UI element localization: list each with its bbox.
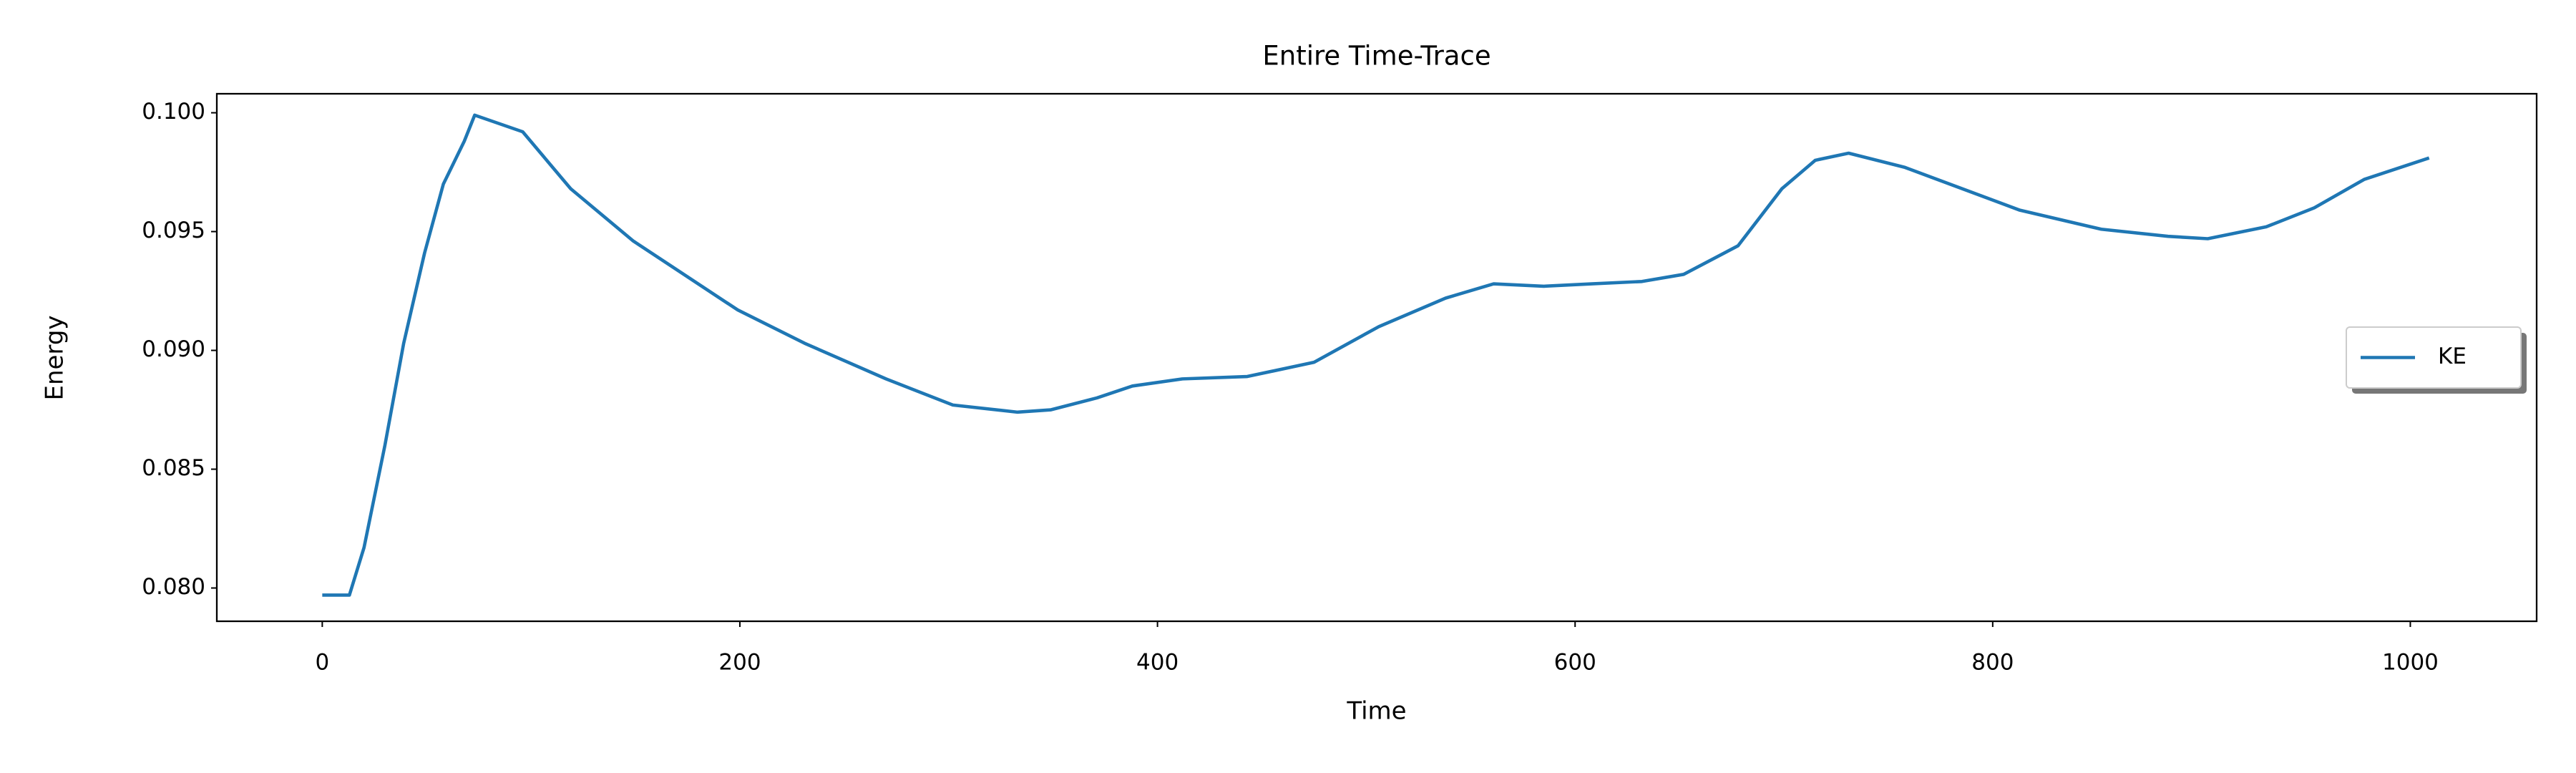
legend-box	[2346, 326, 2522, 389]
axes-frame	[215, 92, 2538, 623]
y-tick-label: 0.085	[142, 455, 205, 481]
x-tick-label: 400	[1136, 650, 1179, 676]
y-axis-label: Energy	[41, 315, 69, 400]
x-tick-label: 1000	[2382, 650, 2439, 676]
x-tick-label: 800	[1971, 650, 2014, 676]
y-tick-label: 0.090	[142, 336, 205, 362]
data-line	[322, 113, 2430, 597]
y-tick-label: 0.080	[142, 574, 205, 600]
x-tick-label: 200	[718, 650, 761, 676]
legend-label: KE	[2438, 344, 2467, 369]
x-axis-label: Time	[1346, 697, 1406, 726]
y-tick-label: 0.095	[142, 218, 205, 243]
x-tick-label: 0	[315, 650, 329, 676]
y-tick-label: 0.100	[142, 99, 205, 125]
chart-title: Entire Time-Trace	[1262, 41, 1491, 72]
x-tick-label: 600	[1554, 650, 1596, 676]
